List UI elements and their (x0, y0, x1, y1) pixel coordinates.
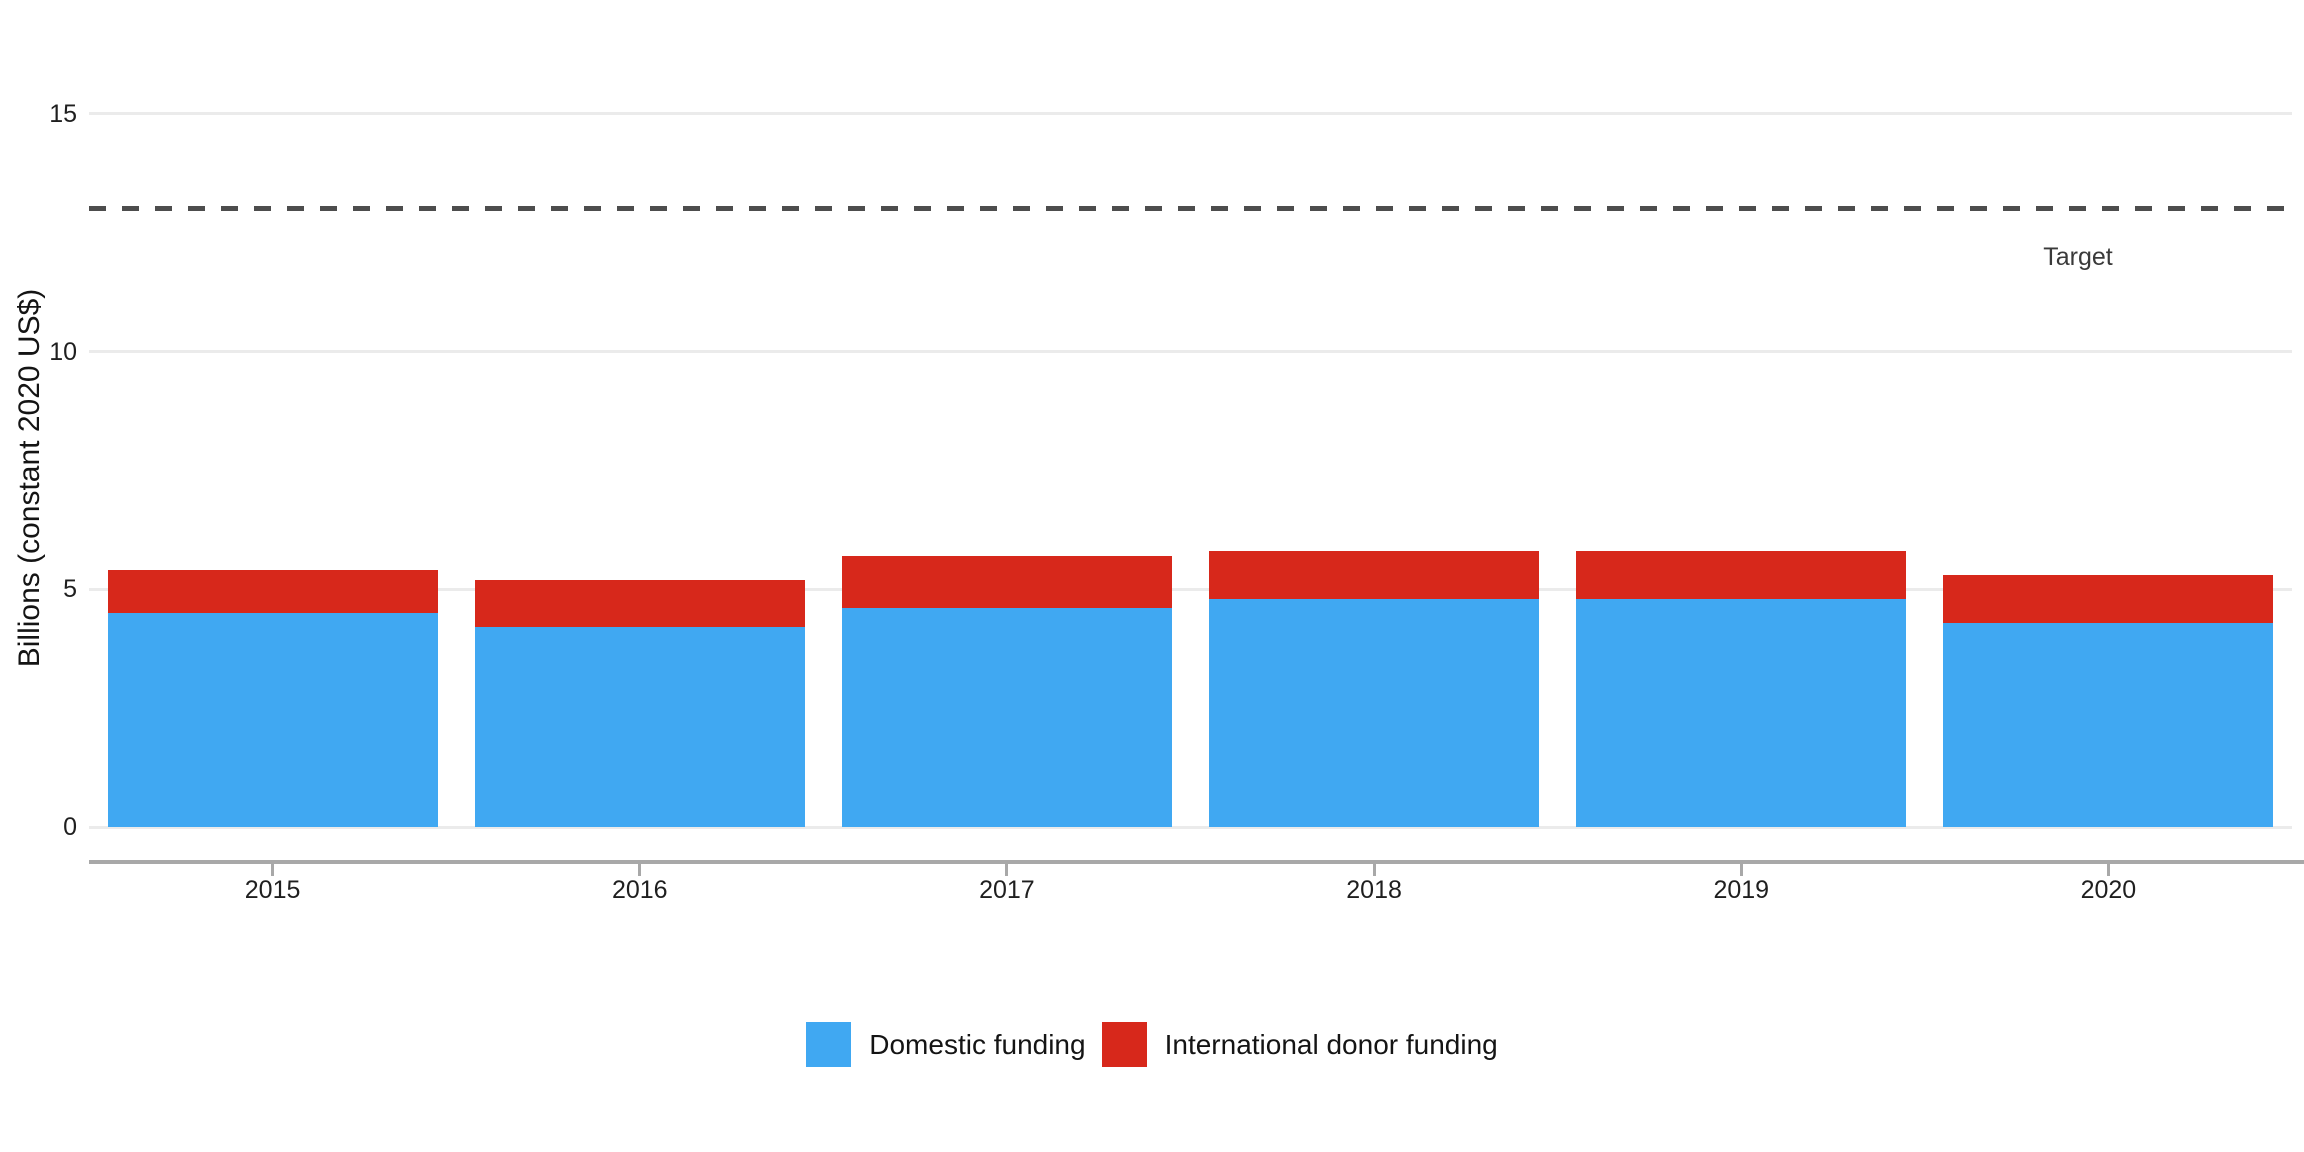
gridline-y-5 (89, 587, 2292, 591)
bar-segment-domestic-2017 (841, 608, 1172, 827)
legend-label-domestic-funding: Domestic funding (869, 1028, 1086, 1060)
bar-2020 (1943, 574, 2274, 827)
gridline-y-10 (89, 350, 2292, 353)
legend-item-international-donor-funding: International donor funding (1101, 1022, 1498, 1067)
y-tick-label-0: 0 (63, 813, 77, 841)
bar-2017 (841, 555, 1172, 827)
bar-2015 (107, 570, 438, 827)
x-axis-line (89, 860, 2304, 864)
bar-segment-domestic-2018 (1209, 598, 1540, 827)
bar-2016 (474, 579, 805, 827)
y-tick-label-15: 15 (49, 99, 77, 128)
bar-segment-domestic-2016 (474, 627, 805, 827)
gridline-y-0 (89, 825, 2292, 829)
bar-segment-domestic-2019 (1576, 598, 1907, 827)
bar-segment-international-2016 (474, 579, 805, 628)
x-tick-mark-2016 (638, 863, 642, 876)
legend-item-domestic-funding: Domestic funding (806, 1022, 1086, 1067)
y-tick-label-10: 10 (49, 337, 77, 366)
legend-swatch-international-donor-funding (1101, 1022, 1147, 1067)
bar-2018 (1209, 551, 1540, 827)
x-tick-mark-2020 (2106, 863, 2110, 876)
bar-segment-international-2019 (1576, 551, 1907, 599)
x-tick-label-2017: 2017 (979, 876, 1035, 904)
gridline-y-15 (89, 112, 2292, 116)
x-tick-label-2019: 2019 (1713, 876, 1770, 904)
x-tick-mark-2017 (1005, 863, 1009, 876)
y-tick-label-5: 5 (63, 575, 77, 604)
legend-swatch-domestic-funding (806, 1022, 852, 1067)
bar-segment-international-2015 (107, 570, 438, 613)
bar-segment-domestic-2020 (1943, 622, 2274, 827)
x-tick-mark-2015 (271, 863, 275, 876)
legend-label-international-donor-funding: International donor funding (1164, 1028, 1498, 1060)
bar-segment-international-2020 (1943, 574, 2274, 623)
x-tick-mark-2019 (1739, 863, 1743, 876)
bar-segment-international-2018 (1209, 551, 1540, 599)
bar-2019 (1576, 551, 1907, 827)
target-label: Target (2043, 243, 2113, 271)
legend: Domestic funding International donor fun… (0, 1022, 2304, 1067)
x-tick-label-2018: 2018 (1346, 876, 1402, 904)
bar-segment-international-2017 (841, 555, 1172, 609)
x-tick-label-2016: 2016 (611, 876, 668, 904)
target-line (89, 206, 2292, 212)
x-tick-label-2015: 2015 (244, 876, 301, 904)
bar-segment-domestic-2015 (107, 613, 438, 827)
x-tick-label-2020: 2020 (2080, 876, 2137, 904)
x-tick-mark-2018 (1372, 863, 1376, 876)
